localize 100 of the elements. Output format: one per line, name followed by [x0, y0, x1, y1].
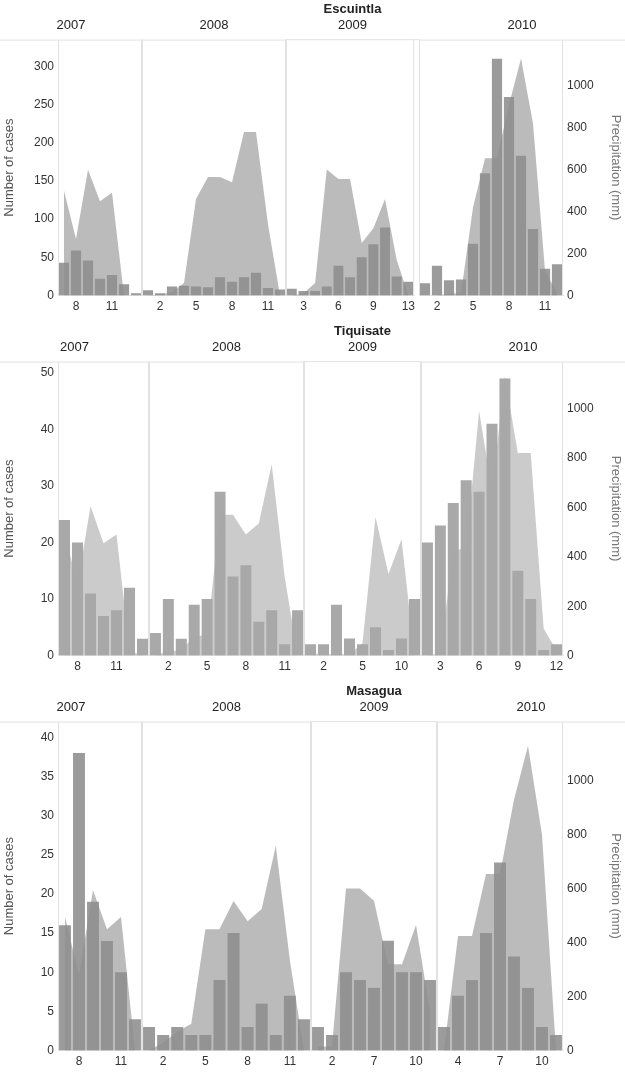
x-tick-label: 9 [370, 299, 378, 314]
chart-subtitle: 2010 [508, 339, 538, 355]
bar [522, 987, 534, 1051]
y-tick-label: 20 [40, 534, 55, 549]
chart-subtitle: 2008 [212, 339, 241, 355]
x-tick-label: 2 [433, 299, 441, 314]
x-tick-label: 8 [72, 299, 80, 314]
chart-title: Escuintla [323, 1, 383, 17]
bar [443, 280, 455, 296]
bar [503, 96, 515, 296]
y-tick-label: 30 [40, 478, 55, 493]
y-tick-label: 25 [40, 847, 55, 862]
bar [238, 277, 250, 296]
bar [452, 995, 464, 1051]
bar [382, 940, 394, 1051]
y2-tick-label: 200 [567, 245, 588, 260]
bar [539, 268, 551, 296]
x-tick-label: 7 [370, 1054, 378, 1069]
bar [58, 262, 70, 296]
y-tick-label: 0 [47, 647, 55, 662]
bar [499, 378, 511, 656]
bar [123, 587, 136, 656]
y2-tick-label: 600 [567, 881, 588, 896]
chart-title: Masagua [346, 683, 403, 699]
x-tick-label: 2 [156, 299, 164, 314]
chart-subtitle: 2007 [56, 699, 86, 715]
y-tick-label: 20 [40, 886, 55, 901]
bar [356, 644, 369, 656]
x-tick-label: 9 [514, 659, 522, 674]
bar [515, 155, 527, 296]
bar [171, 1027, 184, 1051]
bar [188, 604, 200, 656]
bar [424, 980, 436, 1051]
bar [269, 1034, 282, 1051]
bar [494, 862, 506, 1051]
bar [70, 250, 82, 296]
y-tick-label: 50 [40, 365, 55, 380]
x-tick-label: 11 [114, 1054, 128, 1069]
bar [345, 277, 356, 296]
x-tick-label: 5 [192, 299, 200, 314]
bar [466, 980, 478, 1051]
x-tick-label: 11 [105, 299, 119, 314]
y-tick-label: 0 [47, 287, 55, 302]
x-tick-label: 8 [505, 299, 513, 314]
chart-subtitle: 2008 [212, 699, 241, 715]
y2-tick-label: 400 [567, 203, 588, 218]
bar [368, 987, 380, 1051]
x-tick-label: 4 [454, 1054, 462, 1069]
y2-axis-title: Precipitation (mm) [608, 833, 624, 939]
x-tick-label: 2 [165, 659, 173, 674]
bar [190, 286, 202, 296]
x-tick-label: 2 [320, 659, 328, 674]
bar [58, 519, 71, 656]
x-tick-label: 11 [261, 299, 275, 314]
bar [369, 627, 382, 656]
bar [266, 610, 278, 656]
y-tick-label: 10 [40, 591, 55, 606]
y-tick-label: 100 [33, 211, 55, 226]
chart-subtitle: 2009 [338, 16, 367, 32]
bar [508, 956, 520, 1051]
chart-subtitle: 2009 [359, 698, 389, 714]
bar [396, 972, 408, 1051]
bar [480, 933, 492, 1051]
bar [410, 972, 422, 1051]
y2-tick-label: 400 [567, 549, 588, 564]
x-tick-label: 3 [437, 659, 445, 674]
bar [71, 542, 84, 656]
y2-tick-label: 800 [567, 827, 588, 842]
bar [447, 502, 459, 656]
bar [455, 279, 467, 296]
y2-axis-title: Precipitation (mm) [608, 114, 624, 221]
bar [551, 644, 563, 656]
bar [250, 272, 262, 296]
chart-subtitle: 2007 [60, 339, 89, 355]
bar [253, 621, 265, 656]
bar [550, 1034, 562, 1051]
y2-tick-label: 200 [567, 598, 588, 613]
bar [279, 644, 291, 656]
bar [166, 286, 178, 296]
bar [326, 1034, 338, 1051]
y2-tick-label: 200 [567, 988, 588, 1003]
bar [59, 925, 71, 1051]
bar [106, 274, 118, 296]
bar [118, 284, 130, 296]
bar [395, 638, 408, 656]
bar [317, 644, 330, 656]
bar [304, 644, 317, 656]
x-tick-label: 5 [359, 659, 367, 674]
x-tick-label: 6 [475, 659, 483, 674]
bar [467, 243, 479, 296]
bar [479, 173, 491, 296]
bar [202, 287, 214, 296]
bar [199, 1034, 212, 1051]
bar [73, 752, 85, 1051]
bar [343, 638, 356, 656]
y2-tick-label: 800 [567, 450, 588, 465]
x-tick-label: 12 [549, 659, 564, 674]
y2-tick-label: 0 [567, 647, 574, 662]
x-tick-label: 5 [203, 659, 211, 674]
x-tick-label: 7 [496, 1054, 504, 1069]
